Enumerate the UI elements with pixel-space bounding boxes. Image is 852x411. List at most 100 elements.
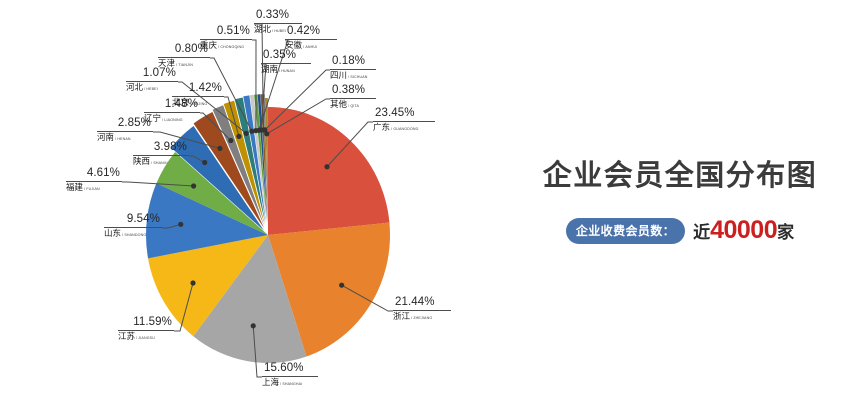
pie-label-name: 湖南/ HUNAN bbox=[261, 64, 311, 75]
pie-label-rule bbox=[133, 154, 189, 156]
leader-line bbox=[153, 131, 221, 149]
pie-label-name-pinyin: / HUBEI bbox=[272, 29, 287, 33]
pie-label-callout: 9.54% 山东/ SHANDONG bbox=[104, 213, 162, 239]
pie-label-callout: 4.61% 福建/ FUJIAN bbox=[66, 167, 122, 193]
pie-label-name-cn: 上海 bbox=[262, 378, 280, 388]
pie-label-rule bbox=[66, 180, 122, 182]
member-suffix: 家 bbox=[777, 223, 795, 243]
pie-label-name-cn: 北京 bbox=[172, 98, 190, 108]
pie-label-name-cn: 天津 bbox=[158, 59, 176, 69]
member-badge-label: 企业收费会员数： bbox=[565, 217, 686, 244]
pie-label-callout: 0.38% 其他/ QITA bbox=[330, 84, 376, 110]
pie-label-name: 安徽/ ANHUI bbox=[285, 40, 337, 51]
pie-label-name-cn: 安徽 bbox=[285, 41, 303, 51]
pie-label-callout: 0.18% 四川/ SICHUAN bbox=[330, 55, 376, 81]
pie-label-name-cn: 辽宁 bbox=[144, 114, 162, 124]
pie-label-rule bbox=[330, 68, 376, 70]
leader-dot bbox=[178, 221, 184, 227]
leader-line bbox=[224, 96, 240, 137]
pie-slice bbox=[171, 126, 264, 231]
pie-label-percent: 4.61% bbox=[86, 167, 120, 179]
leader-line bbox=[189, 155, 205, 163]
pie-label-name: 山东/ SHANDONG bbox=[104, 228, 162, 239]
pie-label-name: 河南/ HENAN bbox=[97, 132, 153, 143]
leader-line bbox=[252, 325, 262, 378]
pie-label-name-cn: 重庆 bbox=[200, 41, 218, 51]
pie-label-callout: 1.42% 北京/ BEIJING bbox=[172, 82, 224, 108]
pie-label-rule bbox=[393, 309, 451, 311]
pie-slice bbox=[263, 94, 268, 223]
pie-slice bbox=[193, 235, 307, 363]
leader-line bbox=[258, 39, 289, 131]
pie-label-callout: 1.48% 辽宁/ LIAONING bbox=[144, 98, 200, 124]
leader-dot bbox=[339, 282, 345, 288]
pie-label-name: 天津/ TIANJIN bbox=[158, 58, 210, 69]
pie-label-name: 陕西/ SHANXI bbox=[133, 156, 189, 167]
pie-label-rule bbox=[144, 111, 200, 113]
pie-label-percent: 11.59% bbox=[133, 316, 172, 328]
pie-label-name-cn: 河北 bbox=[126, 83, 144, 93]
pie-label-name: 北京/ BEIJING bbox=[172, 97, 224, 108]
title-block: 企业会员全国分布图 企业收费会员数： 近40000家 bbox=[500, 0, 852, 411]
leader-dot bbox=[217, 145, 223, 151]
pie-label-callout: 15.60% 上海/ SHANGHAI bbox=[262, 362, 318, 388]
pie-slice bbox=[260, 94, 268, 223]
pie-label-rule bbox=[172, 95, 224, 97]
pie-label-name-pinyin: / FUJIAN bbox=[84, 187, 100, 191]
pie-label-name-pinyin: / SHANXI bbox=[151, 161, 168, 165]
leader-line bbox=[341, 284, 393, 312]
pie-slice bbox=[146, 183, 268, 259]
leader-dot bbox=[249, 128, 255, 134]
leader-dot bbox=[243, 130, 249, 136]
pie-label-name-cn: 江苏 bbox=[118, 332, 136, 342]
pie-label-percent: 0.51% bbox=[216, 25, 250, 37]
leader-dot bbox=[191, 183, 197, 189]
pie-label-rule bbox=[158, 56, 210, 58]
pie-label-name-cn: 湖南 bbox=[261, 65, 279, 75]
leader-line bbox=[122, 181, 194, 187]
pie-label-name: 湖北/ HUBEI bbox=[254, 24, 302, 35]
pie-label-rule bbox=[118, 329, 174, 331]
pie-label-name: 四川/ SICHUAN bbox=[330, 70, 376, 81]
pie-label-name-cn: 其他 bbox=[330, 100, 348, 110]
pie-label-name: 其他/ QITA bbox=[330, 99, 376, 110]
pie-label-name-pinyin: / ZHEJIANG bbox=[411, 316, 433, 320]
pie-label-percent: 0.80% bbox=[174, 43, 208, 55]
leader-dot bbox=[236, 133, 242, 140]
pie-label-name-pinyin: / GUANGDONG bbox=[391, 127, 419, 131]
pie-label-callout: 0.35% 湖南/ HUNAN bbox=[261, 49, 311, 75]
pie-label-name-pinyin: / HENAN bbox=[115, 137, 131, 141]
pie-label-percent: 0.42% bbox=[287, 25, 321, 37]
pie-label-name-pinyin: / SHANDONG bbox=[122, 233, 147, 237]
pie-label-percent: 1.48% bbox=[164, 98, 198, 110]
pie-label-rule bbox=[330, 97, 376, 99]
pie-label-callout: 0.51% 重庆/ CHONGQING bbox=[200, 25, 252, 51]
pie-slice bbox=[268, 107, 390, 235]
pie-label-percent: 0.33% bbox=[256, 9, 290, 21]
pie-label-percent: 21.44% bbox=[395, 296, 435, 308]
member-number: 40000 bbox=[710, 216, 778, 244]
pie-label-rule bbox=[285, 38, 337, 40]
pie-label-name-cn: 河南 bbox=[97, 133, 115, 143]
pie-label-percent: 1.07% bbox=[142, 67, 176, 79]
member-prefix: 近 bbox=[693, 223, 711, 243]
member-count-value: 近40000家 bbox=[693, 216, 794, 245]
pie-label-callout: 1.07% 河北/ HEBEI bbox=[126, 67, 178, 93]
pie-label-name-pinyin: / CHONGQING bbox=[218, 45, 245, 49]
leader-line bbox=[178, 81, 247, 134]
leader-dot bbox=[228, 137, 234, 144]
pie-label-percent: 15.60% bbox=[264, 362, 304, 374]
pie-label-name-pinyin: / BEIJING bbox=[190, 102, 208, 106]
leader-dot bbox=[262, 127, 268, 133]
pie-slice bbox=[223, 100, 265, 225]
pie-label-callout: 3.98% 陕西/ SHANXI bbox=[133, 141, 189, 167]
pie-label-callout: 23.45% 广东/ GUANGDONG bbox=[373, 107, 435, 133]
pie-label-rule bbox=[254, 22, 302, 24]
pie-label-name-cn: 四川 bbox=[330, 71, 348, 81]
pie-label-rule bbox=[200, 38, 252, 40]
leader-dot bbox=[264, 131, 270, 137]
pie-label-percent: 2.85% bbox=[117, 117, 151, 129]
leader-lines bbox=[122, 23, 393, 378]
pie-slice bbox=[193, 112, 264, 229]
